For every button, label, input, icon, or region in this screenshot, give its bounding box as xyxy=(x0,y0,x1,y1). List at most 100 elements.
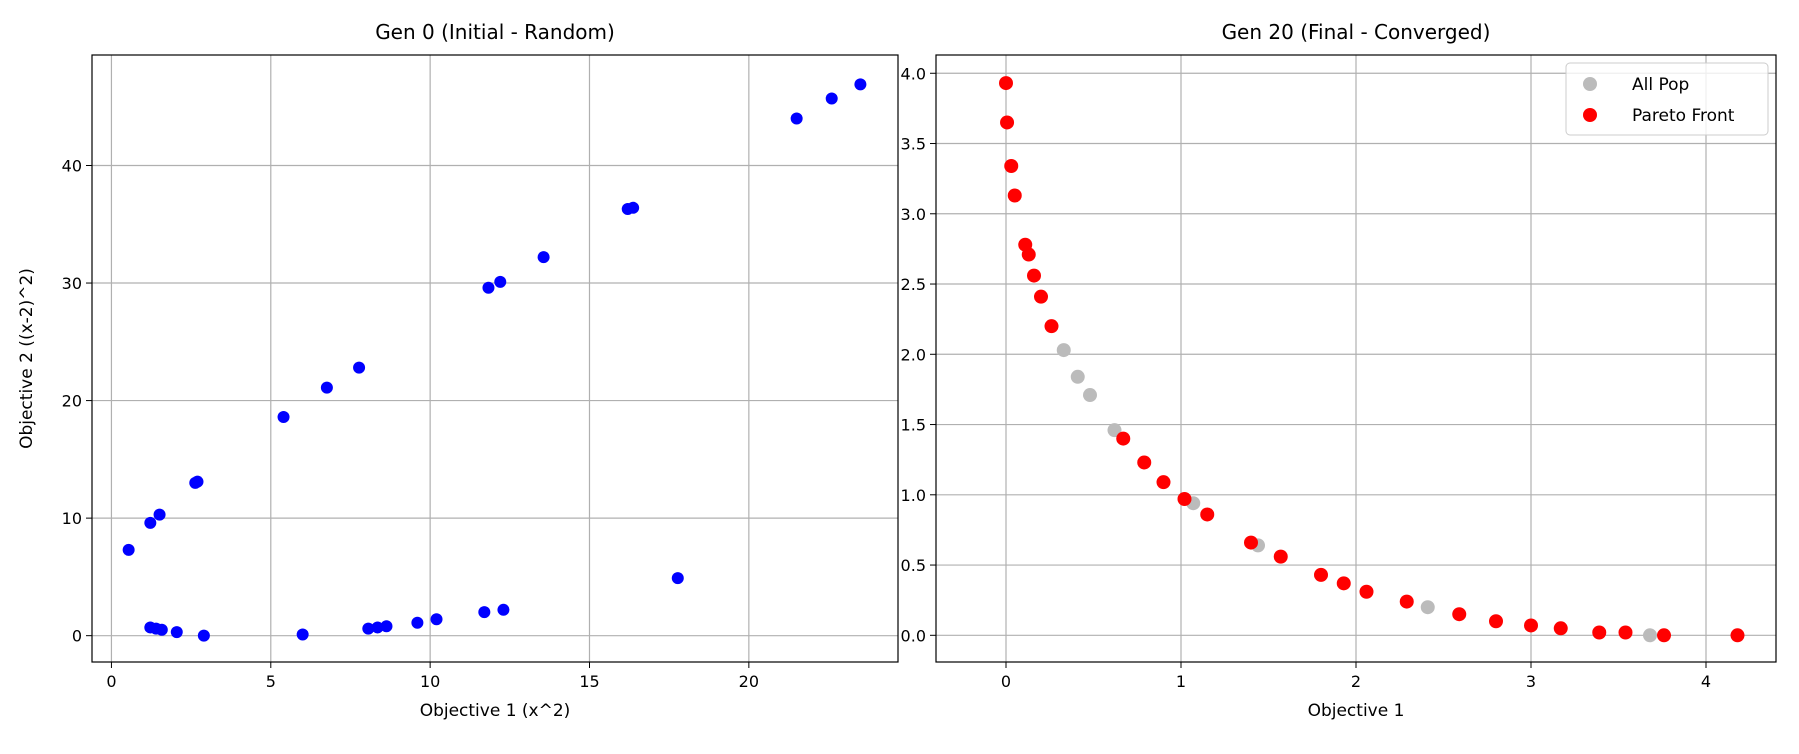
y-tick-label: 1.5 xyxy=(901,416,926,435)
data-point xyxy=(494,275,507,288)
data-point xyxy=(320,381,333,394)
data-point xyxy=(1489,614,1503,629)
data-point xyxy=(1314,567,1328,582)
data-point xyxy=(1107,423,1122,438)
axes-frame xyxy=(935,54,1777,663)
data-point xyxy=(1021,247,1036,262)
data-point xyxy=(1083,388,1097,403)
legend: All Pop Pareto Front xyxy=(1565,62,1769,136)
x-tick-label: 20 xyxy=(739,672,759,691)
y-tick-label: 3.0 xyxy=(901,205,926,224)
legend-label: Pareto Front xyxy=(1632,106,1735,126)
x-axis-label: Objective 1 (x^2) xyxy=(420,701,571,721)
data-point xyxy=(277,411,290,424)
legend-marker xyxy=(1583,77,1597,91)
data-point xyxy=(790,112,803,125)
data-point xyxy=(1244,535,1258,550)
data-point xyxy=(1618,625,1633,640)
data-point xyxy=(482,281,495,294)
data-point xyxy=(1156,475,1171,490)
data-point xyxy=(1177,492,1192,507)
axes-frame xyxy=(91,54,899,663)
data-point xyxy=(1027,268,1041,283)
data-point xyxy=(1730,628,1745,643)
data-point xyxy=(122,543,135,556)
data-point xyxy=(155,623,168,636)
y-tick-label: 2.5 xyxy=(901,275,926,294)
data-point xyxy=(1137,455,1152,470)
legend-marker xyxy=(1583,108,1597,122)
data-point xyxy=(1200,507,1215,522)
data-point xyxy=(671,572,684,585)
data-point xyxy=(1452,607,1467,622)
chart-title: Gen 0 (Initial - Random) xyxy=(375,20,615,44)
data-point xyxy=(825,92,838,105)
data-point xyxy=(1359,584,1374,599)
data-point xyxy=(1007,188,1022,203)
data-point xyxy=(1643,628,1657,643)
y-tick-label: 0.5 xyxy=(901,556,926,575)
y-tick-label: 40 xyxy=(62,156,82,175)
data-point xyxy=(153,508,166,521)
data-point xyxy=(1553,621,1568,636)
y-tick-label: 20 xyxy=(62,392,82,411)
data-point xyxy=(478,606,491,619)
data-point xyxy=(1336,576,1351,591)
data-point xyxy=(999,76,1013,91)
data-point xyxy=(197,629,210,642)
data-point xyxy=(1000,115,1015,130)
legend-box xyxy=(1565,62,1769,136)
chart-title: Gen 20 (Final - Converged) xyxy=(1222,20,1491,44)
data-point xyxy=(854,78,867,91)
y-tick-label: 4.0 xyxy=(901,64,926,83)
series-all-pop xyxy=(1056,343,1657,643)
data-point xyxy=(1420,600,1435,615)
data-point xyxy=(1399,594,1414,609)
series-population xyxy=(122,78,867,642)
data-point xyxy=(537,251,550,264)
legend-label: All Pop xyxy=(1632,75,1689,95)
data-point xyxy=(380,620,393,633)
data-point xyxy=(144,516,157,529)
y-tick-label: 10 xyxy=(62,509,82,528)
data-point xyxy=(1056,343,1071,358)
x-tick-label: 3 xyxy=(1526,672,1536,691)
data-point xyxy=(362,622,375,635)
data-point xyxy=(1116,431,1131,446)
data-point xyxy=(627,201,640,214)
data-point xyxy=(430,613,443,626)
y-tick-label: 1.0 xyxy=(901,486,926,505)
y-tick-label: 2.0 xyxy=(901,345,926,364)
x-tick-label: 4 xyxy=(1701,672,1711,691)
data-point xyxy=(170,626,183,639)
y-axis-label: Objective 2 ((x-2)^2) xyxy=(17,268,37,449)
data-point xyxy=(497,603,510,616)
x-tick-label: 1 xyxy=(1176,672,1186,691)
x-tick-label: 5 xyxy=(266,672,276,691)
data-point xyxy=(1044,319,1059,334)
y-tick-label: 0 xyxy=(72,627,82,646)
data-point xyxy=(1034,289,1048,304)
data-point xyxy=(1070,369,1085,384)
x-tick-label: 2 xyxy=(1351,672,1361,691)
x-tick-label: 0 xyxy=(106,672,116,691)
series-pareto-front xyxy=(999,76,1745,643)
data-point xyxy=(296,628,309,641)
subplot-2: 0 1 2 3 4 0.0 0.5 1.0 1.5 2.0 2.5 3.0 3.5 4.0 Gen 20 (… xyxy=(901,20,1777,721)
data-point xyxy=(191,475,204,488)
x-tick-label: 15 xyxy=(579,672,599,691)
x-axis-label: Objective 1 xyxy=(1308,701,1405,721)
y-tick-label: 3.5 xyxy=(901,135,926,154)
data-point xyxy=(1273,549,1288,564)
data-point xyxy=(353,361,366,374)
x-tick-label: 10 xyxy=(420,672,440,691)
data-point xyxy=(1524,618,1538,633)
y-tick-label: 0.0 xyxy=(901,626,926,645)
data-point xyxy=(1592,625,1607,640)
x-tick-label: 0 xyxy=(1001,672,1011,691)
data-point xyxy=(411,616,424,629)
data-point xyxy=(1657,628,1671,643)
data-point xyxy=(371,621,384,634)
y-tick-label: 30 xyxy=(62,274,82,293)
